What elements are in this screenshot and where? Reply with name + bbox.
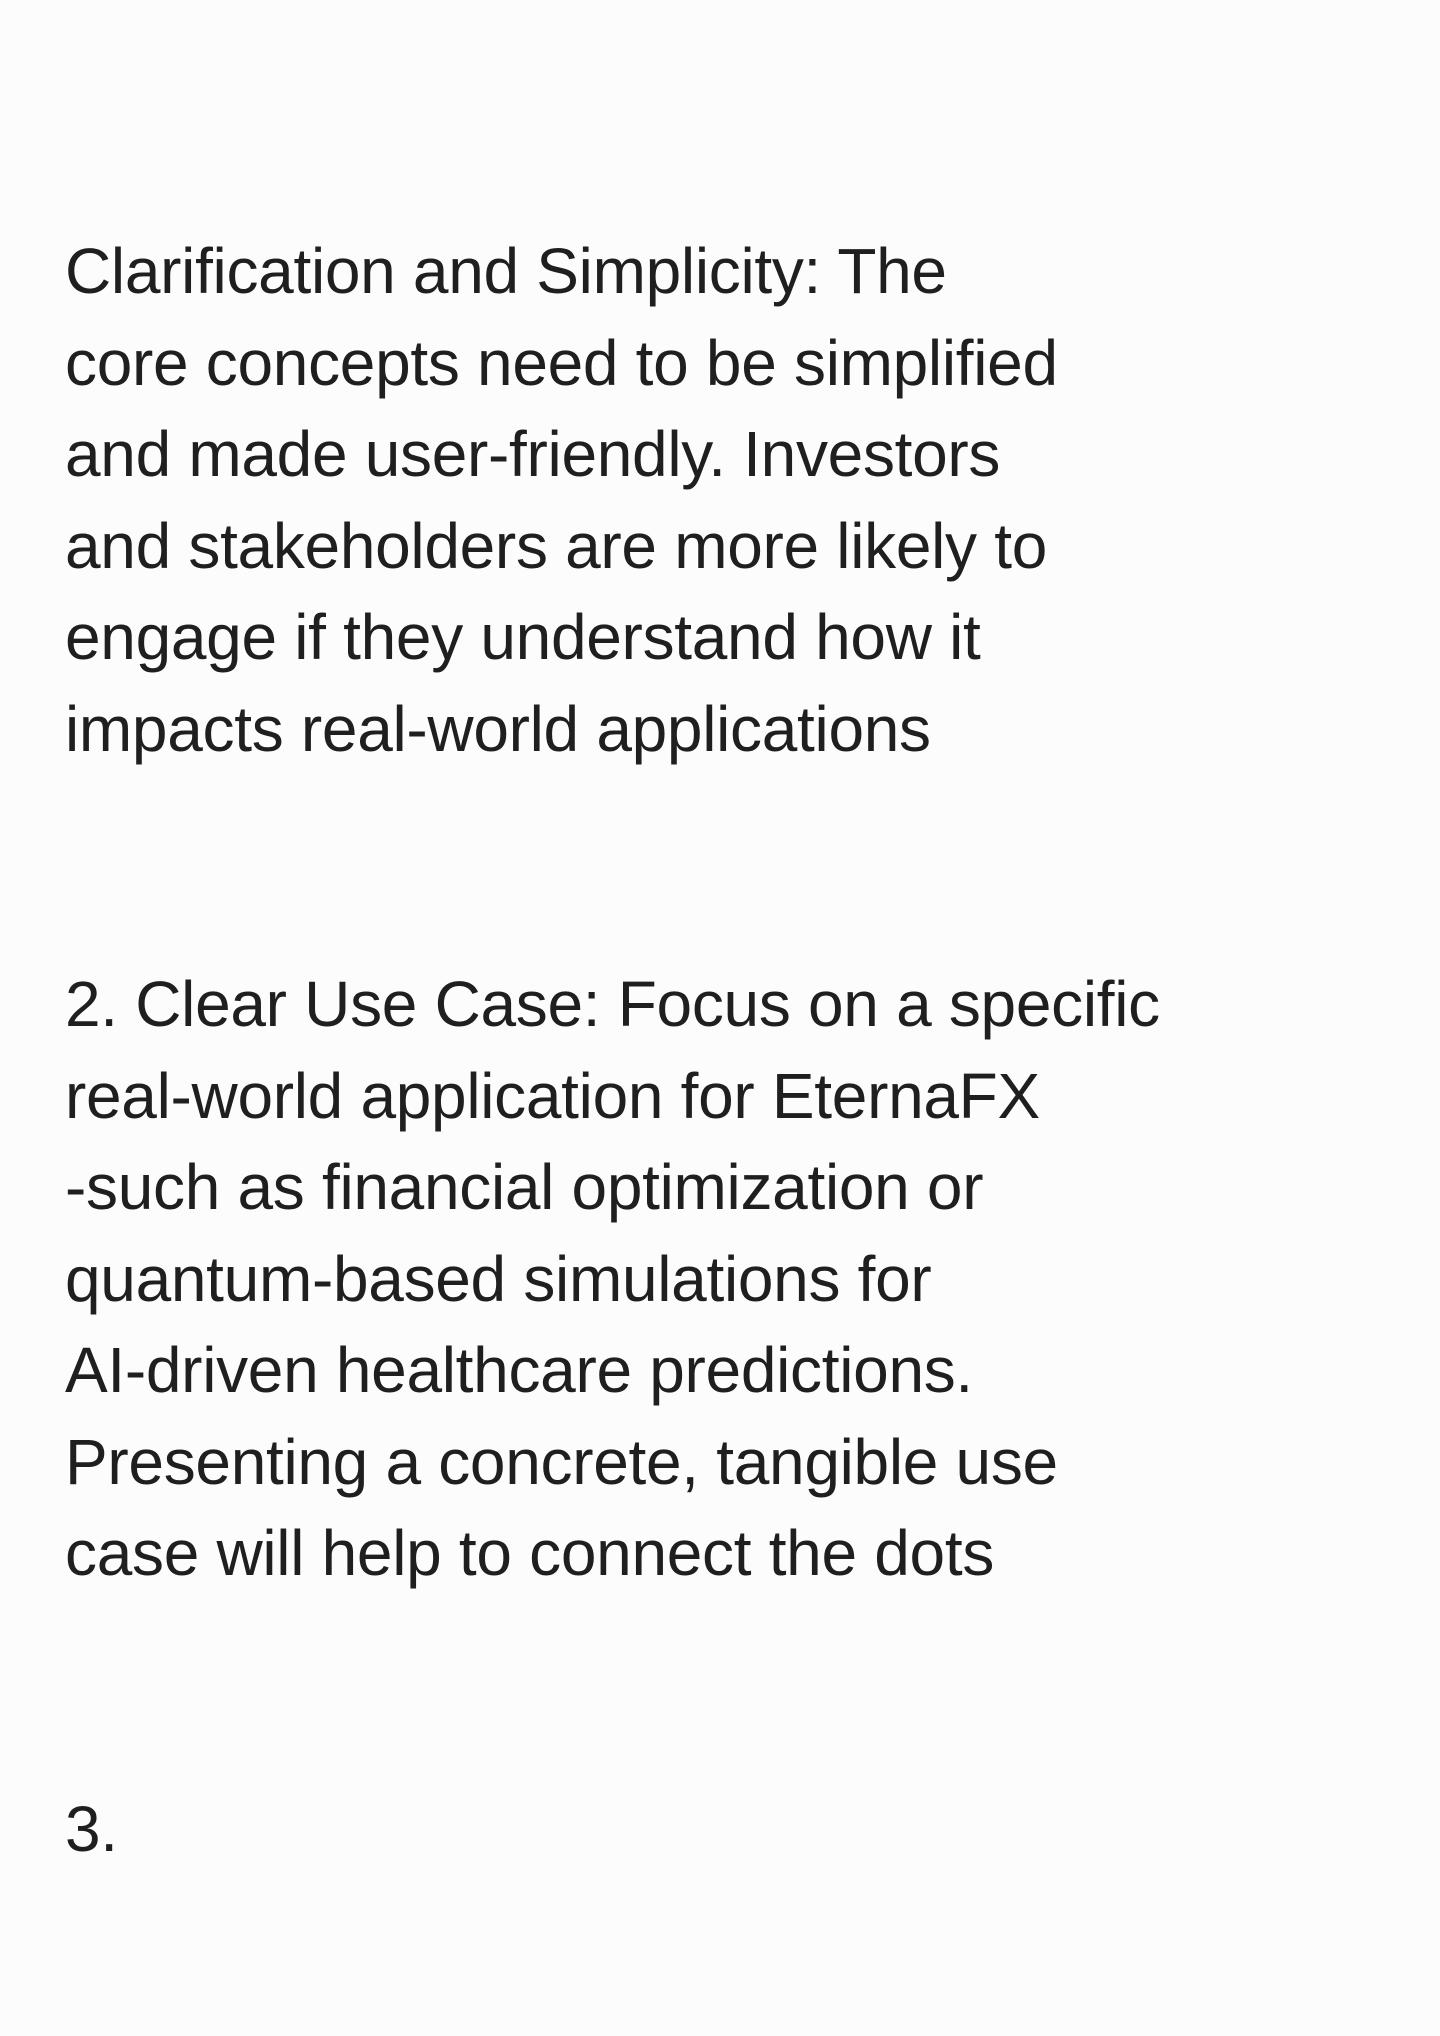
note-body: Clarification and Simplicity: The core c… xyxy=(65,226,1365,1875)
text-line: case will help to connect the dots xyxy=(65,1517,995,1589)
paragraph-item-3: 3. xyxy=(65,1784,1365,1876)
text-line: Clarification and Simplicity: The xyxy=(65,235,947,307)
text-line: real-world application for EternaFX xyxy=(65,1059,1040,1132)
text-line: core concepts need to be simplified xyxy=(65,326,1058,399)
text-line: 2. Clear Use Case: Focus on a specific xyxy=(65,968,1160,1040)
text-line: quantum-based simulations for xyxy=(65,1242,932,1315)
text-line: impacts real-world applications xyxy=(65,692,931,765)
text-line: -such as financial optimization or xyxy=(65,1151,984,1223)
text-line: AI-driven healthcare predictions. xyxy=(65,1334,973,1406)
text-line: Presenting a concrete, tangible use xyxy=(65,1425,1058,1498)
text-line: 3. xyxy=(65,1792,118,1865)
text-line: engage if they understand how it xyxy=(65,601,981,673)
text-line: and made user-friendly. Investors xyxy=(65,418,1001,490)
paragraph-use-case: 2. Clear Use Case: Focus on a specific r… xyxy=(65,959,1365,1600)
text-line: and stakeholders are more likely to xyxy=(65,509,1048,582)
paragraph-clarification: Clarification and Simplicity: The core c… xyxy=(65,226,1365,775)
